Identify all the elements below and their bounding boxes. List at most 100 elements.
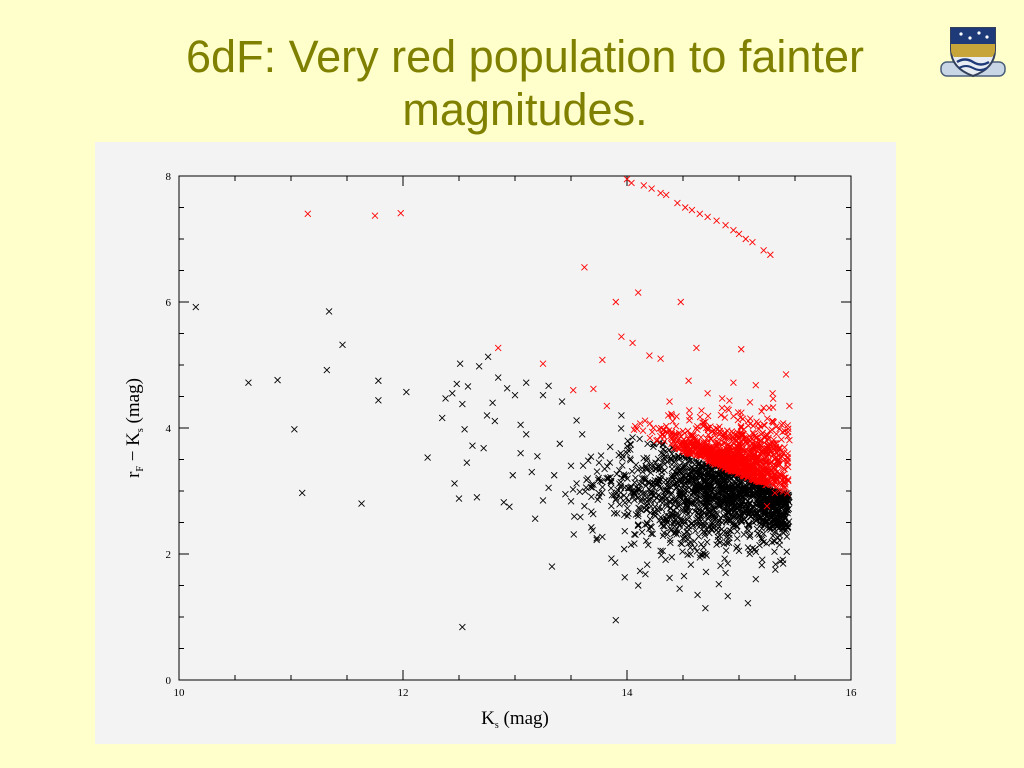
black-marker bbox=[738, 501, 746, 508]
black-marker bbox=[638, 528, 646, 536]
black-marker bbox=[753, 501, 760, 509]
red-marker bbox=[769, 395, 777, 402]
black-marker bbox=[625, 510, 632, 518]
data-point bbox=[375, 377, 382, 385]
red-marker bbox=[723, 451, 731, 459]
data-points bbox=[192, 175, 793, 631]
red-marker bbox=[745, 436, 753, 443]
slide-title-line2: magnitudes. bbox=[402, 84, 648, 135]
black-marker bbox=[622, 472, 630, 479]
data-point bbox=[539, 391, 547, 399]
red-marker bbox=[696, 445, 704, 453]
data-point bbox=[484, 353, 492, 361]
black-marker bbox=[699, 507, 707, 515]
data-point bbox=[438, 414, 446, 422]
black-marker bbox=[643, 466, 650, 474]
black-marker bbox=[746, 533, 754, 541]
red-marker bbox=[713, 434, 720, 441]
red-marker bbox=[691, 441, 699, 449]
red-marker bbox=[761, 439, 768, 447]
data-point bbox=[777, 481, 784, 489]
black-marker bbox=[736, 488, 744, 495]
black-marker bbox=[769, 521, 777, 529]
data-point bbox=[569, 386, 577, 394]
black-marker bbox=[778, 525, 786, 533]
black-marker bbox=[716, 532, 724, 539]
red-marker bbox=[687, 450, 694, 458]
black-marker bbox=[700, 485, 708, 492]
red-marker bbox=[709, 460, 716, 467]
data-point bbox=[771, 489, 779, 497]
black-marker bbox=[714, 524, 722, 532]
black-marker bbox=[722, 511, 730, 519]
black-marker bbox=[726, 526, 734, 534]
black-marker bbox=[703, 538, 711, 546]
data-point bbox=[623, 175, 631, 183]
data-point bbox=[509, 471, 517, 479]
red-marker bbox=[749, 454, 757, 462]
black-marker bbox=[719, 484, 726, 491]
black-marker bbox=[736, 513, 743, 520]
black-marker bbox=[762, 508, 770, 516]
data-point bbox=[730, 379, 737, 386]
red-marker bbox=[646, 434, 654, 442]
black-marker bbox=[752, 548, 760, 556]
data-point bbox=[718, 519, 726, 526]
x-axis-label: Ks (mag) bbox=[481, 708, 549, 731]
black-marker bbox=[746, 494, 754, 501]
black-marker bbox=[714, 521, 722, 529]
black-marker bbox=[705, 499, 712, 506]
red-marker bbox=[758, 465, 766, 473]
data-point bbox=[702, 550, 709, 558]
red-marker bbox=[753, 475, 761, 482]
red-marker bbox=[716, 428, 724, 435]
black-marker bbox=[587, 453, 595, 461]
black-marker bbox=[636, 435, 643, 443]
red-marker bbox=[771, 466, 778, 474]
black-marker bbox=[724, 482, 732, 490]
data-point bbox=[782, 371, 790, 378]
black-marker bbox=[579, 462, 587, 470]
data-point bbox=[657, 189, 664, 197]
black-marker bbox=[700, 478, 708, 486]
black-marker bbox=[624, 504, 631, 512]
black-marker bbox=[659, 522, 667, 530]
black-marker bbox=[781, 513, 789, 520]
black-marker bbox=[649, 530, 657, 538]
black-marker bbox=[722, 499, 730, 507]
data-point bbox=[730, 226, 737, 234]
black-marker bbox=[668, 465, 676, 473]
data-point bbox=[735, 547, 743, 555]
black-marker bbox=[657, 484, 665, 492]
red-marker bbox=[697, 433, 705, 441]
black-marker bbox=[733, 535, 741, 542]
black-marker bbox=[754, 506, 762, 514]
data-point bbox=[528, 468, 536, 476]
red-marker bbox=[692, 425, 700, 432]
red-marker bbox=[784, 457, 791, 465]
red-marker bbox=[662, 422, 670, 430]
black-marker bbox=[715, 501, 723, 509]
black-marker bbox=[692, 527, 699, 535]
data-point bbox=[769, 503, 776, 511]
red-marker bbox=[739, 430, 746, 438]
data-point bbox=[522, 379, 530, 386]
black-marker bbox=[632, 461, 640, 469]
data-point bbox=[573, 480, 580, 487]
black-marker bbox=[673, 483, 681, 491]
data-point bbox=[674, 509, 681, 517]
red-marker bbox=[743, 446, 750, 454]
data-point bbox=[567, 462, 575, 470]
black-marker bbox=[627, 488, 635, 496]
red-marker bbox=[684, 427, 692, 435]
axis-ticks: 10 12 14 16 0 2 4 6 8 bbox=[166, 171, 858, 699]
red-marker bbox=[779, 428, 786, 436]
red-marker bbox=[784, 476, 792, 483]
red-marker bbox=[668, 435, 676, 443]
red-marker bbox=[668, 428, 676, 436]
data-point bbox=[657, 547, 664, 555]
data-point bbox=[245, 379, 252, 386]
black-marker bbox=[655, 491, 662, 499]
data-point bbox=[606, 443, 614, 451]
black-marker bbox=[636, 486, 644, 493]
